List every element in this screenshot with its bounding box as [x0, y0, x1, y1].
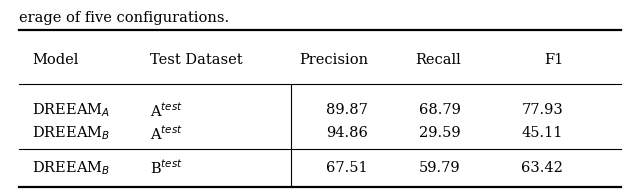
- Text: 94.86: 94.86: [326, 127, 368, 140]
- Text: 45.11: 45.11: [522, 127, 563, 140]
- Text: 63.42: 63.42: [522, 161, 563, 175]
- Text: 29.59: 29.59: [419, 127, 461, 140]
- Text: 89.87: 89.87: [326, 103, 368, 117]
- Text: DREEAM$_B$: DREEAM$_B$: [32, 125, 110, 142]
- Text: Precision: Precision: [299, 54, 368, 67]
- Text: 59.79: 59.79: [419, 161, 461, 175]
- Text: erage of five configurations.: erage of five configurations.: [19, 11, 229, 25]
- Text: B$^{test}$: B$^{test}$: [150, 159, 183, 177]
- Text: Model: Model: [32, 54, 78, 67]
- Text: F1: F1: [544, 54, 563, 67]
- Text: DREEAM$_B$: DREEAM$_B$: [32, 159, 110, 177]
- Text: 77.93: 77.93: [522, 103, 563, 117]
- Text: A$^{test}$: A$^{test}$: [150, 101, 183, 120]
- Text: Recall: Recall: [415, 54, 461, 67]
- Text: Test Dataset: Test Dataset: [150, 54, 243, 67]
- Text: A$^{test}$: A$^{test}$: [150, 124, 183, 143]
- Text: 68.79: 68.79: [419, 103, 461, 117]
- Text: 67.51: 67.51: [326, 161, 368, 175]
- Text: DREEAM$_A$: DREEAM$_A$: [32, 102, 110, 119]
